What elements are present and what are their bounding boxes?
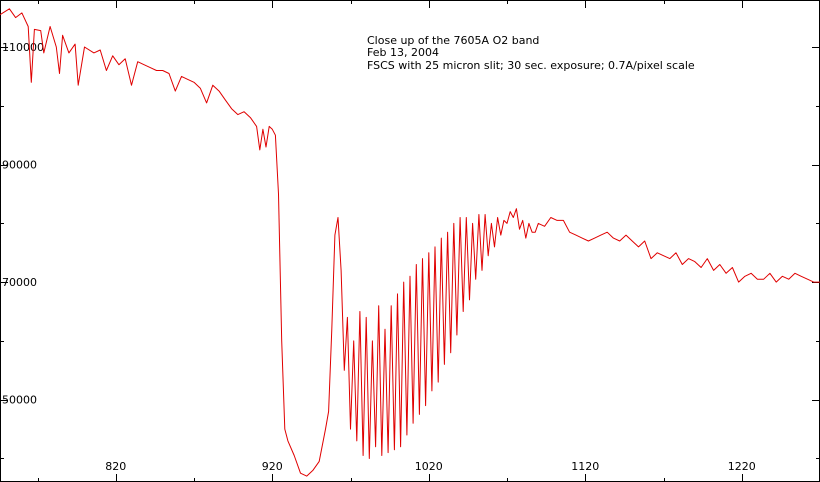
annotation-block: Close up of the 7605A O2 band Feb 13, 20… — [367, 34, 695, 72]
y-tick-label: 50000 — [2, 394, 37, 407]
y-tick-label: 70000 — [2, 276, 37, 289]
series-layer — [0, 8, 820, 477]
y-tick-label: 110000 — [2, 41, 44, 54]
axis-tick-labels: 820 920 1020 1120 1220 50000 70000 90000 110000 — [2, 41, 756, 473]
x-tick-label: 1220 — [728, 460, 756, 473]
annotation-line-2: Feb 13, 2004 — [367, 46, 439, 59]
x-tick-label: 920 — [262, 460, 283, 473]
x-tick-label: 820 — [105, 460, 126, 473]
annotation-line-3: FSCS with 25 micron slit; 30 sec. exposu… — [367, 59, 695, 72]
x-tick-label: 1120 — [571, 460, 599, 473]
annotation-line-1: Close up of the 7605A O2 band — [367, 34, 539, 47]
x-tick-label: 1020 — [415, 460, 443, 473]
y-tick-label: 90000 — [2, 159, 37, 172]
spectrum-line — [0, 8, 820, 477]
